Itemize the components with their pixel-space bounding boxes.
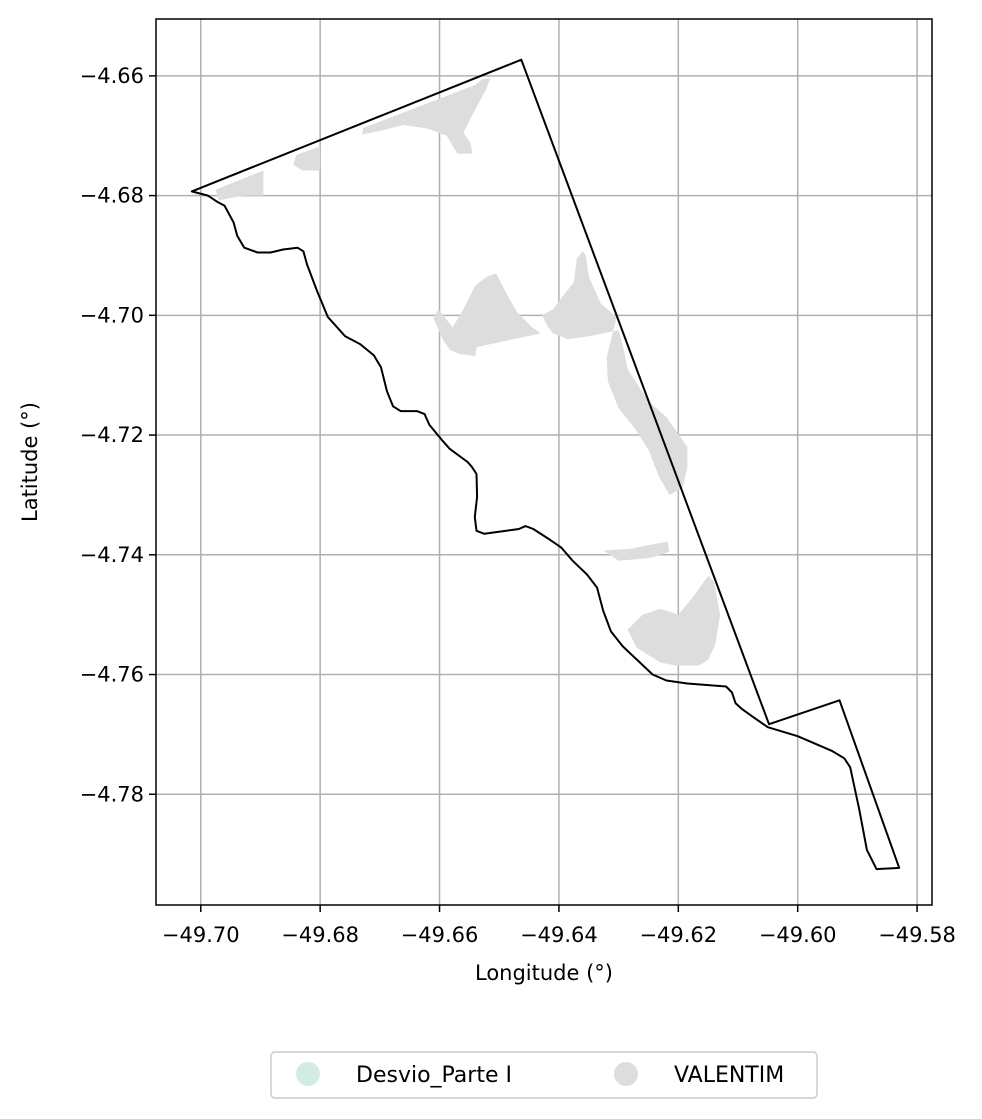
y-tick-label: −4.74 bbox=[80, 543, 144, 567]
valentim-area-patch bbox=[361, 78, 491, 154]
x-tick-label: −49.66 bbox=[401, 923, 479, 947]
valentim-area-patch bbox=[433, 273, 541, 356]
legend-marker-desvio bbox=[296, 1062, 320, 1086]
valentim-area-patch bbox=[627, 575, 721, 666]
legend: Desvio_Parte I VALENTIM bbox=[270, 1051, 818, 1099]
legend-marker-valentim bbox=[614, 1062, 638, 1086]
x-tick-label: −49.64 bbox=[520, 923, 598, 947]
valentim-areas bbox=[215, 78, 721, 666]
y-tick-label: −4.76 bbox=[80, 663, 144, 687]
valentim-area-patch bbox=[215, 170, 264, 201]
x-tick-label: −49.58 bbox=[878, 923, 956, 947]
boundary-polygon bbox=[190, 58, 901, 871]
y-tick-label: −4.72 bbox=[80, 423, 144, 447]
valentim-area-patch bbox=[542, 251, 688, 495]
legend-frame bbox=[270, 1051, 818, 1099]
y-tick-label: −4.68 bbox=[80, 184, 144, 208]
y-tick-label: −4.70 bbox=[80, 303, 144, 327]
valentim-area-patch bbox=[293, 146, 321, 171]
y-tick-label: −4.66 bbox=[80, 64, 144, 88]
x-tick-label: −49.68 bbox=[281, 923, 359, 947]
y-tick-label: −4.78 bbox=[80, 782, 144, 806]
x-axis-ticks: −49.70 −49.68 −49.66 −49.64 −49.62 −49.60 −49.… bbox=[162, 905, 956, 947]
legend-label-desvio: Desvio_Parte I bbox=[356, 1063, 512, 1088]
x-tick-label: −49.70 bbox=[162, 923, 240, 947]
grid-lines bbox=[156, 19, 932, 905]
legend-label-valentim: VALENTIM bbox=[674, 1063, 784, 1088]
y-axis-label: Latitude (°) bbox=[18, 402, 42, 522]
x-axis-label: Longitude (°) bbox=[475, 961, 613, 985]
x-tick-label: −49.60 bbox=[759, 923, 837, 947]
x-tick-label: −49.62 bbox=[639, 923, 717, 947]
valentim-area-patch bbox=[603, 541, 670, 561]
axes-frame bbox=[155, 18, 933, 906]
y-axis-ticks: −4.66 −4.68 −4.70 −4.72 −4.74 −4.76 −4.78 bbox=[80, 64, 156, 806]
